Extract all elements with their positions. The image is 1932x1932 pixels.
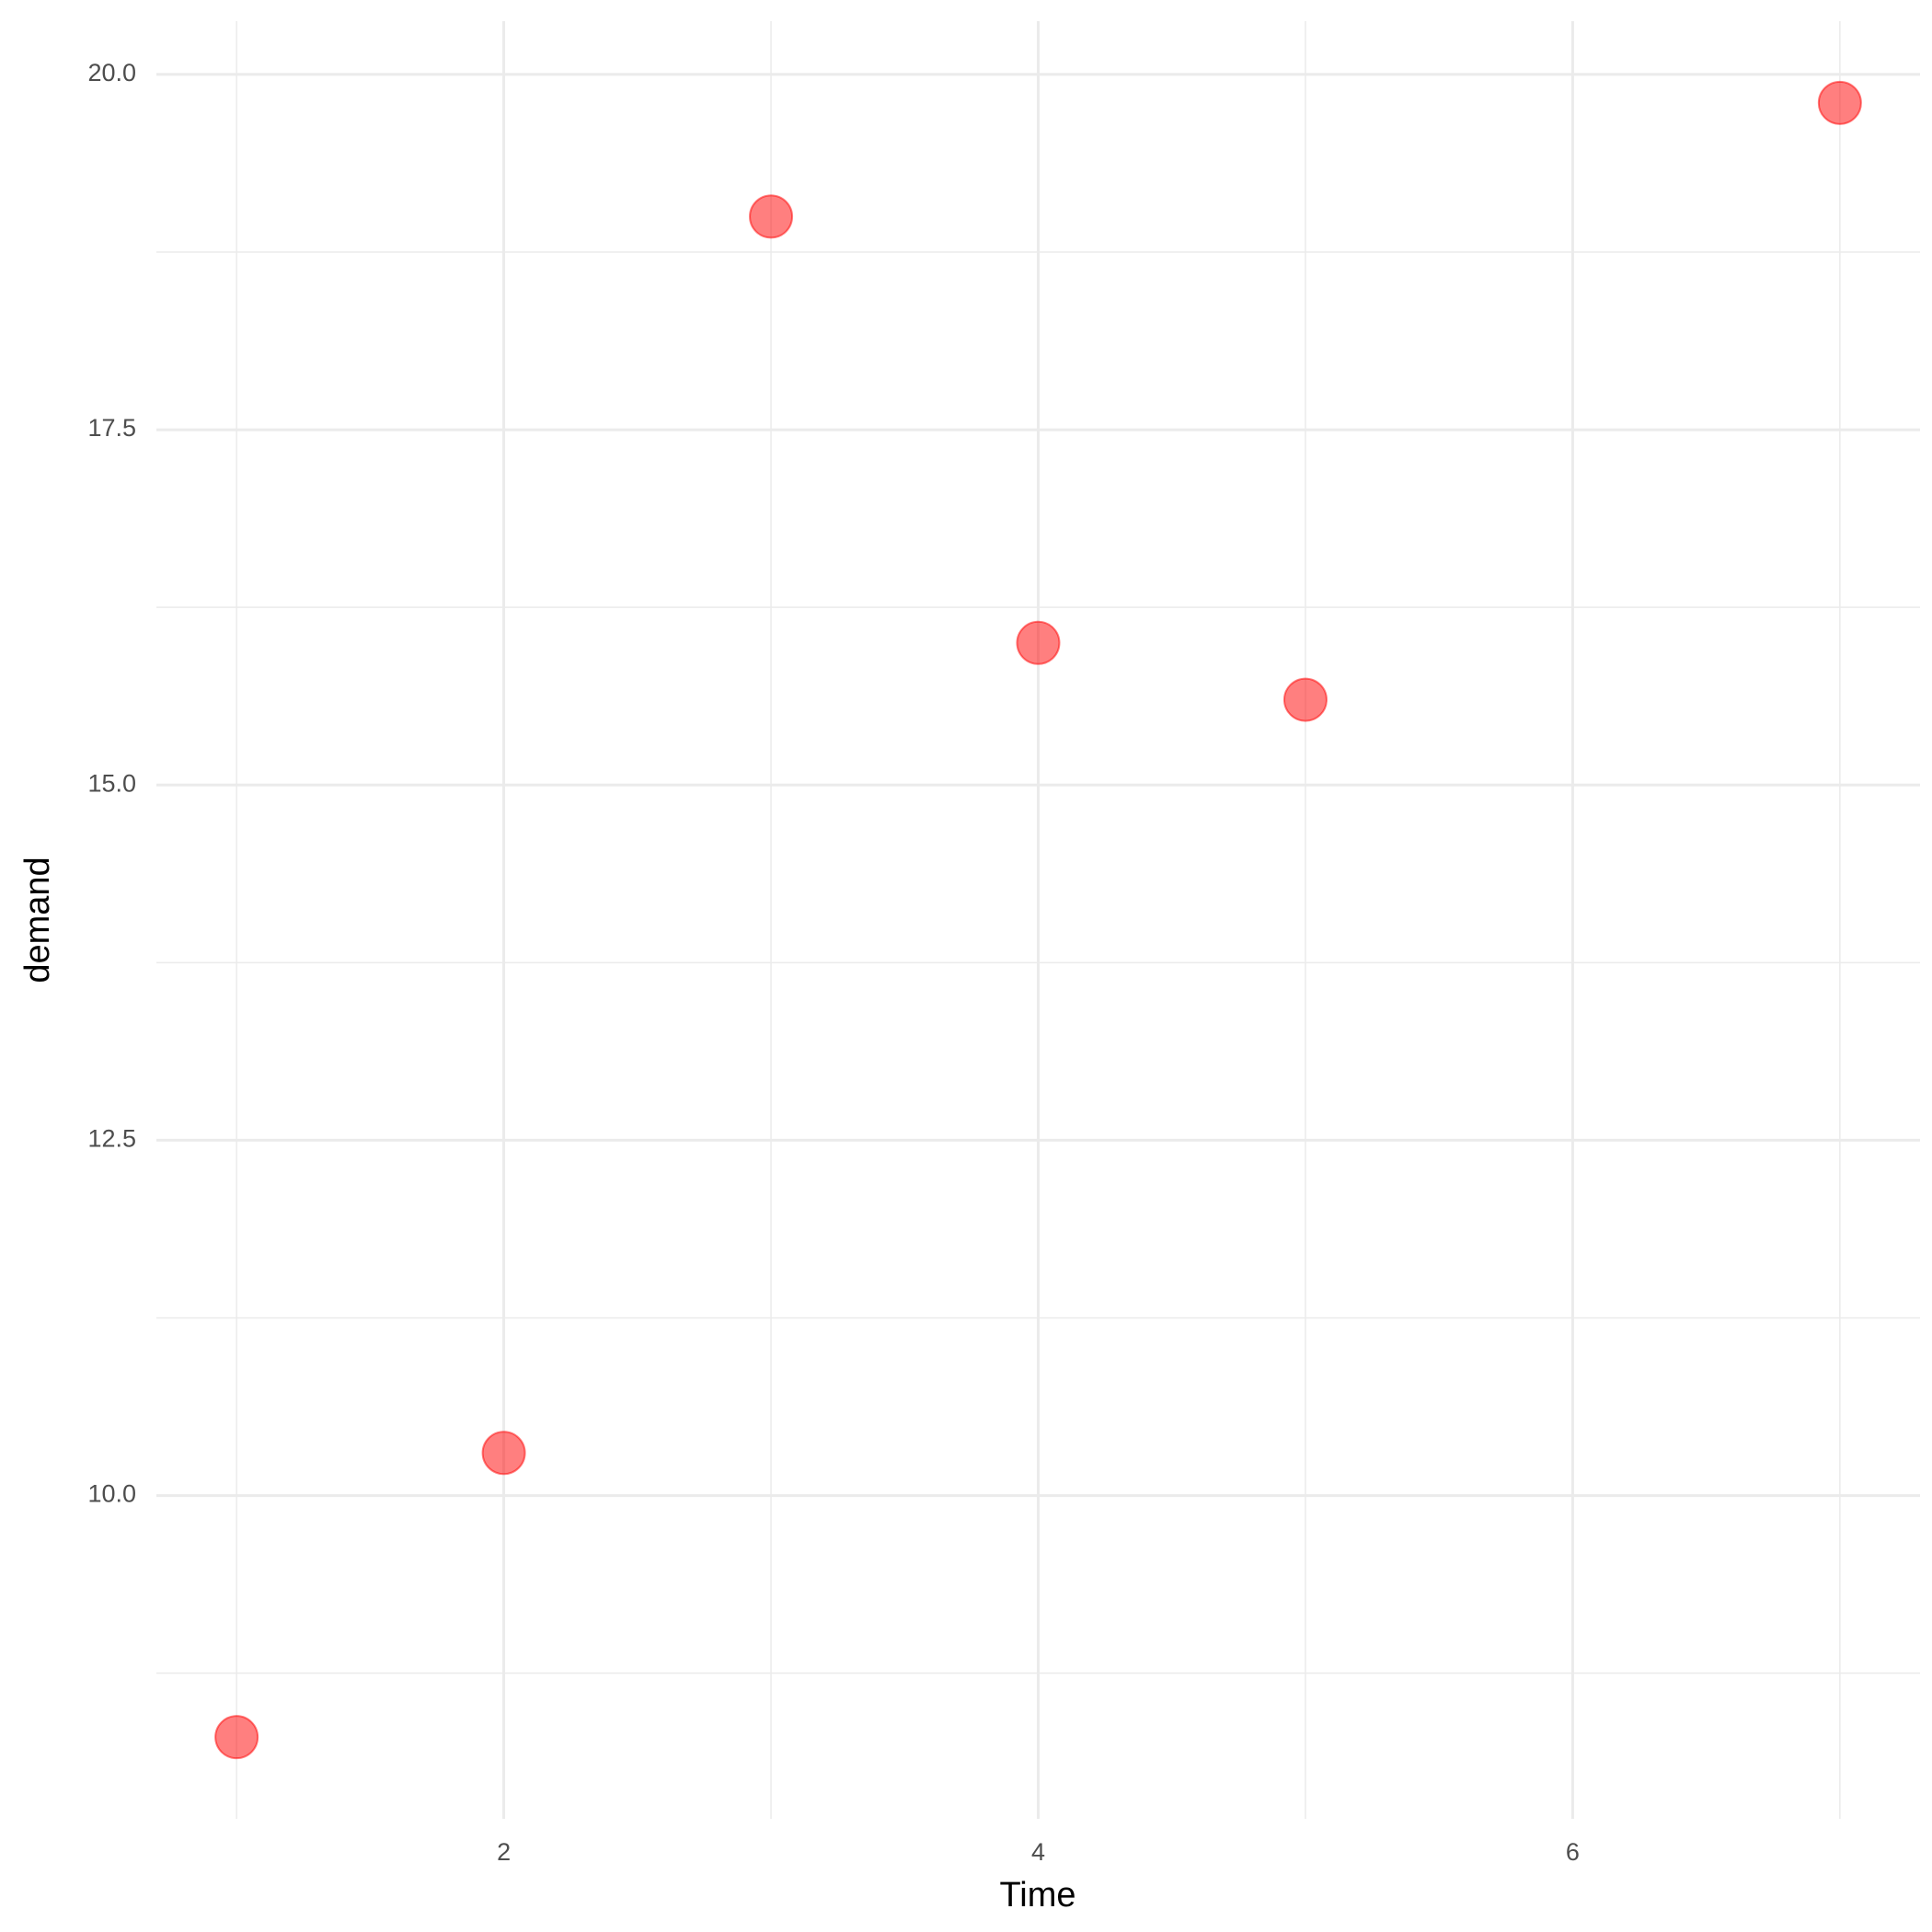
y-axis-title: demand <box>18 857 57 983</box>
x-tick-label: 2 <box>497 1838 511 1866</box>
x-axis-title: Time <box>999 1876 1075 1915</box>
y-tick-label: 20.0 <box>87 59 136 86</box>
point <box>1016 620 1061 665</box>
y-tick-label: 17.5 <box>87 414 136 442</box>
point <box>1817 80 1862 125</box>
y-tick-label: 12.5 <box>87 1125 136 1153</box>
point <box>481 1431 526 1476</box>
x-tick-label: 4 <box>1031 1838 1045 1866</box>
point <box>214 1715 259 1760</box>
point <box>749 194 794 239</box>
point <box>1282 677 1328 722</box>
y-tick-label: 15.0 <box>87 769 136 797</box>
x-tick-label: 6 <box>1566 1838 1580 1866</box>
y-tick-label: 10.0 <box>87 1480 136 1508</box>
